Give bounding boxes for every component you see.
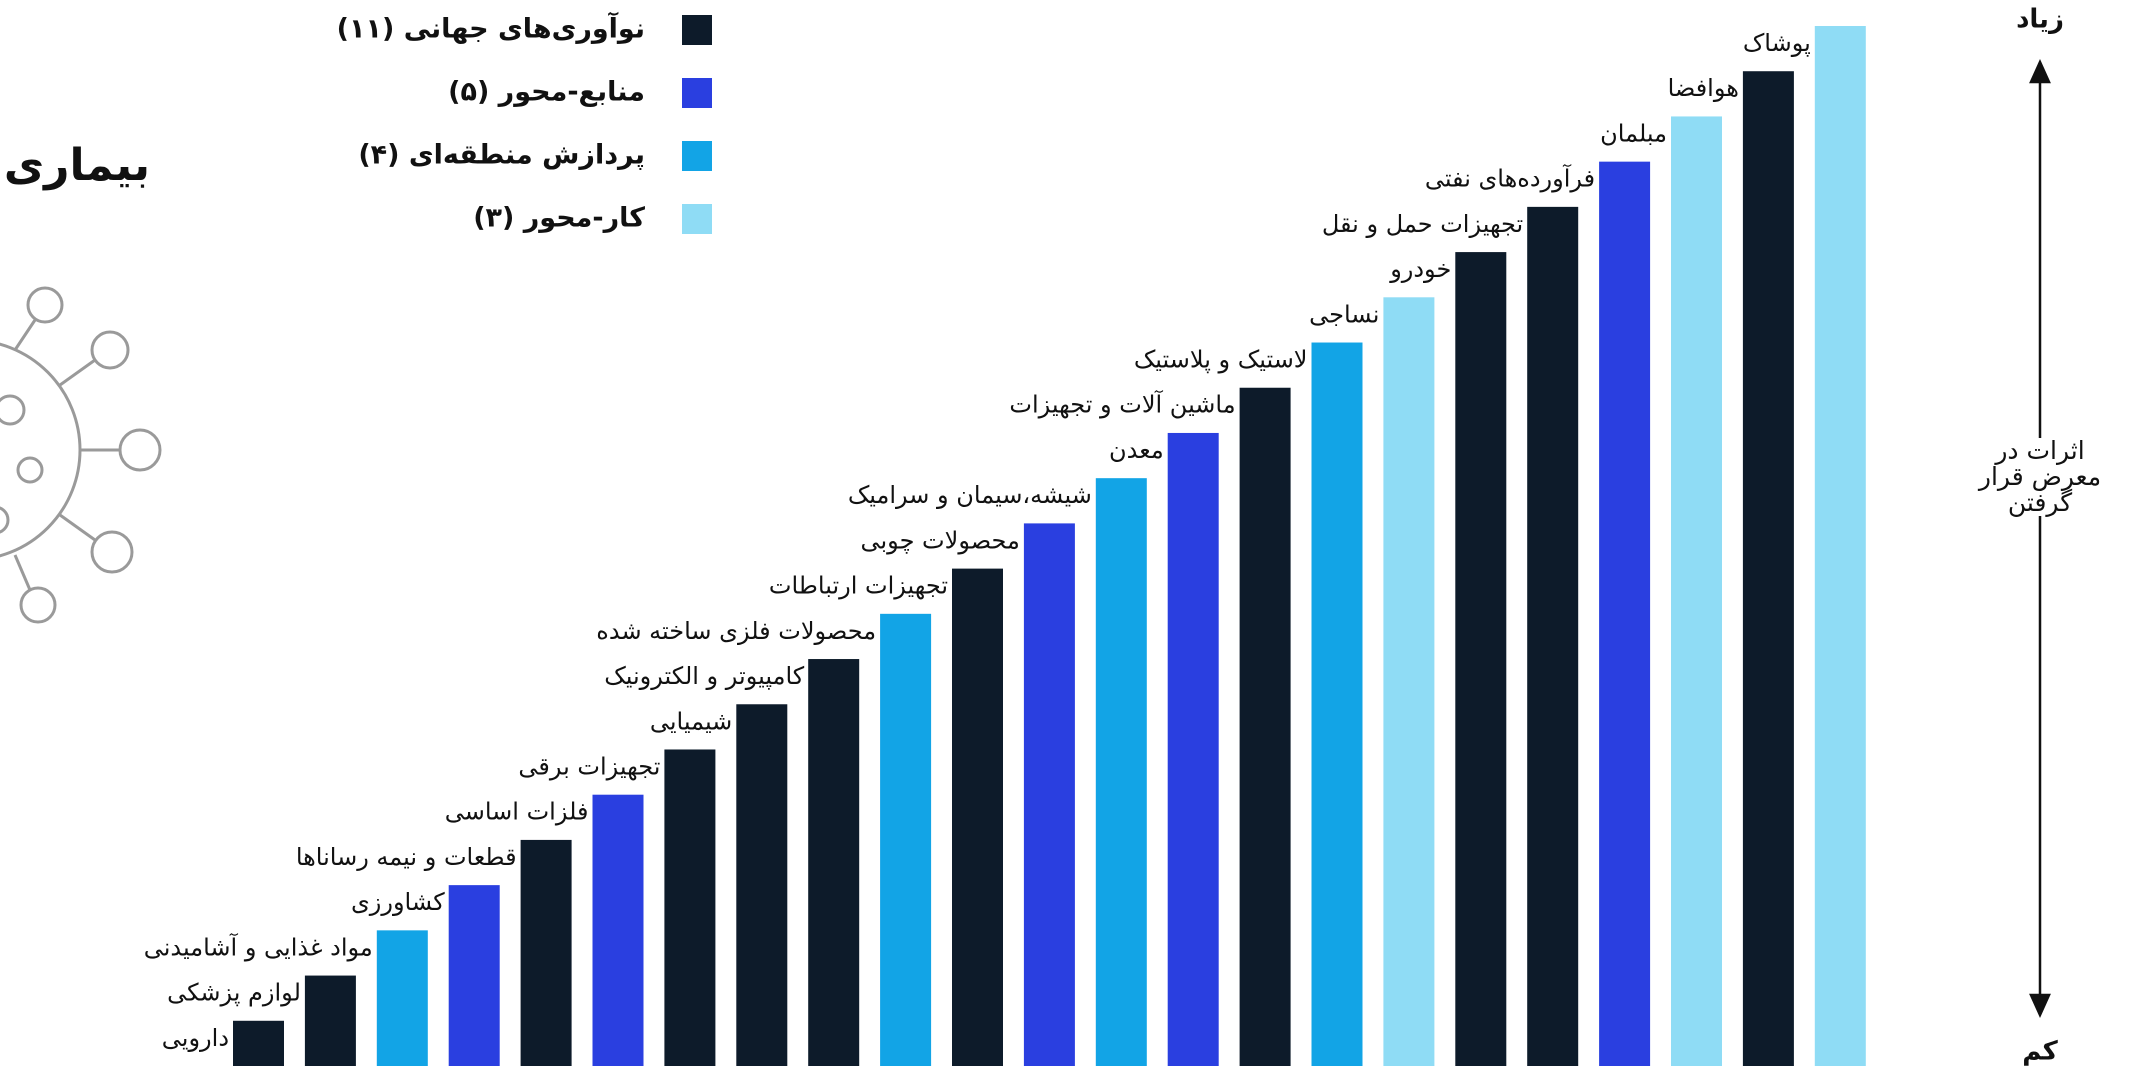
bar-label: مواد غذایی و آشامیدنی [144,932,373,961]
bar [664,749,716,1066]
bar-label: نساجی [1309,300,1379,328]
legend-swatch [682,15,712,45]
bar [376,930,428,1066]
bar-label: فلزات اساسی [445,798,589,826]
bar [1671,116,1722,1066]
bar [1311,342,1363,1066]
bar-label: لاستیک و پلاستیک [1134,346,1308,374]
bar [1239,387,1291,1066]
bar [1455,252,1507,1066]
bar [1599,161,1651,1067]
bar [233,1020,284,1066]
bar-label: کامپیوتر و الکترونیک [604,662,805,690]
bar [448,885,500,1066]
bar-label: پوشاک [1743,29,1811,57]
bar [1167,432,1219,1066]
bar [592,794,644,1066]
bar-label: تجهیزات برقی [518,752,660,780]
exposure-arrow [2029,58,2051,1019]
chart-title: بیماری [4,140,150,191]
bar [1742,71,1794,1066]
bar [1383,297,1435,1067]
bar-label: هوافضا [1668,74,1739,102]
axis-label: اثرات در معرض قرار گرفتن [1975,438,2105,516]
bar [1814,26,1866,1066]
bar [952,568,1003,1066]
bar [520,839,572,1066]
legend-label: پردازش منطقه‌ای (۴) [358,140,645,171]
bar-label: محصولات چوبی [861,526,1020,554]
legend-label: نوآوری‌های جهانی (۱۱) [337,12,645,45]
bar-label: دارویی [162,1024,229,1052]
bar-label: معدن [1109,436,1164,464]
bar-label: شیشه،سیمان و سرامیک [848,481,1092,509]
bar-label: فرآورده‌های نفتی [1425,164,1595,193]
bar [1527,206,1579,1066]
axis-high-label: زیاد [2016,5,2064,35]
bar-label: خودرو [1389,255,1451,283]
virus-icon [0,286,162,624]
bar-label: ماشین آلات و تجهیزات [1009,390,1235,419]
bar-label: تجهیزات ارتباطات [769,572,948,600]
legend-label: منابع-محور (۵) [448,77,645,108]
bar-label: تجهیزات حمل و نقل [1322,210,1523,238]
bar-label: شیمیایی [650,707,732,735]
legend-swatch [682,78,712,108]
bar [808,659,860,1066]
bar-label: لوازم پزشکی [167,979,301,1007]
bar-label: کشاورزی [351,888,445,916]
bar-label: مبلمان [1600,119,1667,147]
bar [736,704,788,1066]
bar [880,613,932,1066]
bar-label: قطعات و نیمه رسانا‌ها [296,843,517,871]
legend-label: کار-محور (۳) [473,203,645,234]
bar-label: محصولات فلزی ساخته شده [596,617,876,645]
legend-swatch [682,204,712,234]
axis-low-label: کم [2022,1037,2058,1067]
legend-swatch [682,141,712,171]
bar [1095,478,1147,1066]
bar [1023,523,1075,1066]
bar [304,975,356,1066]
